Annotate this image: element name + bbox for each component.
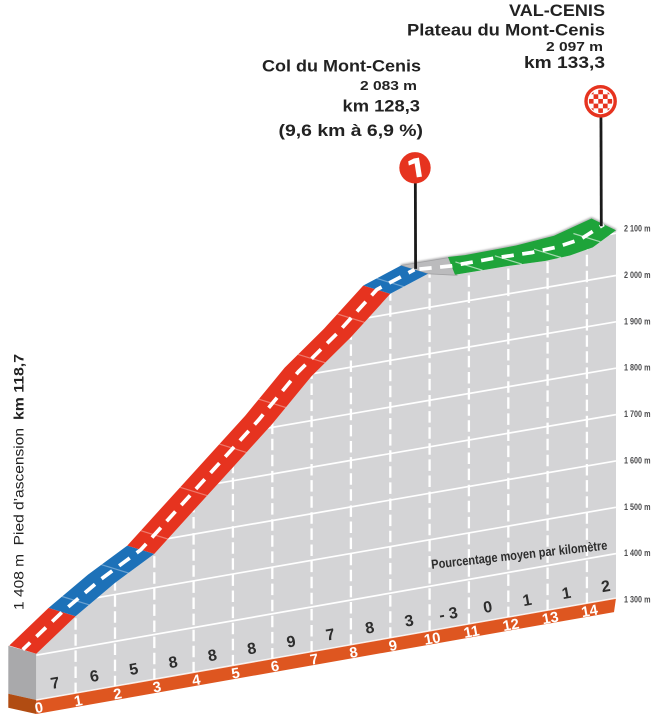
svg-text:km 133,3: km 133,3 [524, 53, 605, 72]
svg-text:2 097 m: 2 097 m [546, 39, 603, 54]
svg-text:12: 12 [502, 616, 521, 635]
svg-text:Col du Mont-Cenis: Col du Mont-Cenis [262, 57, 421, 76]
svg-text:13: 13 [541, 610, 560, 629]
svg-text:- 3: - 3 [438, 605, 459, 625]
svg-text:km 118,7: km 118,7 [11, 354, 27, 420]
svg-text:1 700 m: 1 700 m [624, 409, 651, 420]
svg-text:11: 11 [463, 623, 481, 641]
svg-text:1 800 m: 1 800 m [624, 363, 651, 374]
svg-text:1 300 m: 1 300 m [624, 595, 651, 606]
svg-text:1 600 m: 1 600 m [624, 455, 651, 466]
svg-text:1 408 m Pied d’ascension: 1 408 m Pied d’ascension [11, 428, 27, 610]
svg-text:1 400 m: 1 400 m [624, 548, 651, 559]
svg-text:10: 10 [423, 630, 442, 649]
svg-text:Plateau du Mont-Cenis: Plateau du Mont-Cenis [407, 21, 605, 40]
svg-text:km 128,3: km 128,3 [343, 96, 421, 115]
svg-text:2 083 m: 2 083 m [360, 78, 417, 93]
svg-text:(9,6 km à 6,9 %): (9,6 km à 6,9 %) [279, 121, 424, 140]
svg-text:2 000 m: 2 000 m [624, 270, 651, 281]
svg-text:VAL-CENIS: VAL-CENIS [509, 1, 605, 20]
svg-text:1 500 m: 1 500 m [624, 502, 651, 513]
svg-text:2 100 m: 2 100 m [624, 224, 651, 235]
svg-text:1 900 m: 1 900 m [624, 316, 651, 327]
